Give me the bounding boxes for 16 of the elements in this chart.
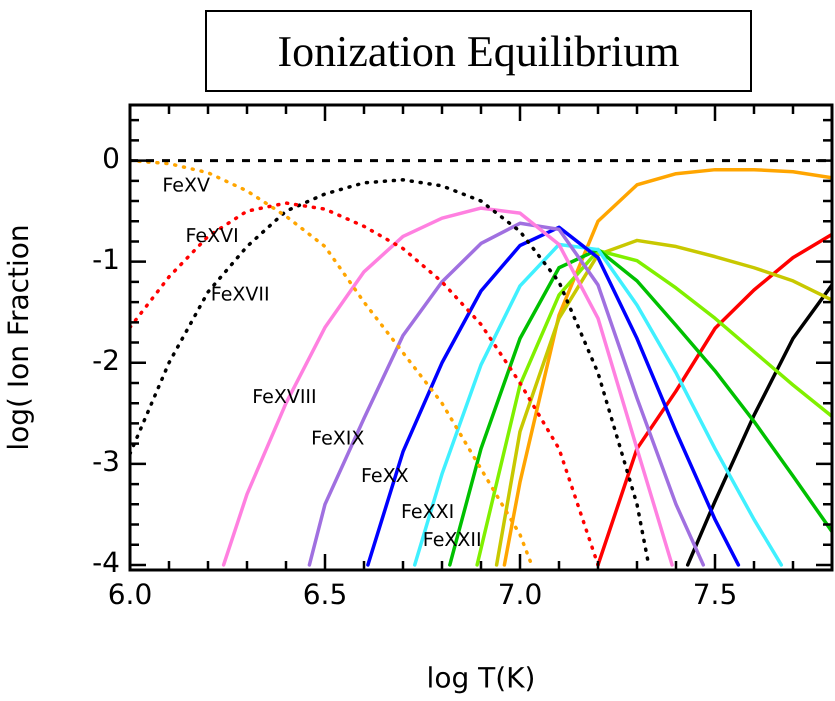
y-tick-label: -1 (92, 242, 120, 276)
x-tick-label: 6.5 (302, 578, 348, 612)
chart-title: Ionization Equilibrium (205, 10, 752, 92)
y-tick-label: 0 (102, 142, 120, 175)
y-tick-label: -2 (92, 344, 120, 378)
annotation: FeXVIII (252, 386, 317, 408)
annotation: FeXVI (186, 224, 239, 247)
y-tick-label: -3 (92, 445, 120, 478)
y-tick-label: -4 (92, 546, 120, 580)
x-axis-title: log T(K) (426, 661, 536, 694)
annotation: FeXVII (210, 284, 270, 306)
x-tick-label: 7.5 (692, 578, 738, 612)
x-tick-label: 7.0 (498, 578, 542, 612)
y-axis-title: log( Ion Fraction (2, 224, 36, 451)
x-tick-label: 6.0 (108, 578, 152, 612)
annotation: FeXV (162, 174, 210, 196)
